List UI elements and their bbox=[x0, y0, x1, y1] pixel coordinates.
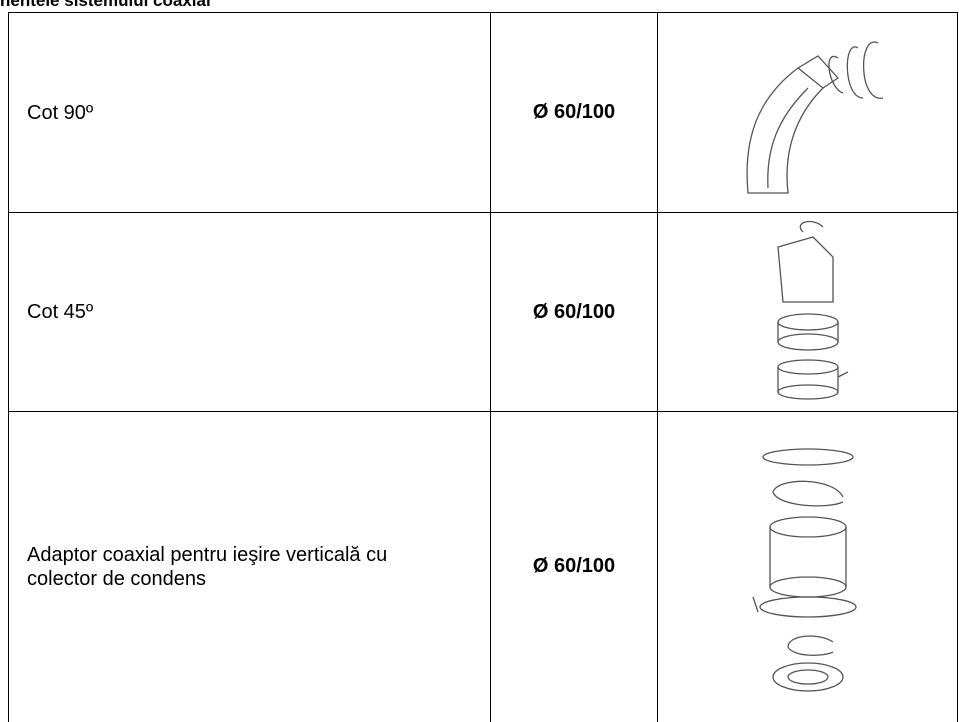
label: Cot 45º bbox=[27, 301, 94, 323]
image-cell bbox=[657, 12, 958, 213]
image-cell bbox=[657, 411, 958, 722]
adapter-drawing bbox=[751, 448, 857, 692]
label-cell: Cot 45º bbox=[8, 212, 491, 412]
label: Cot 90º bbox=[27, 101, 94, 124]
row: Cot 90º Ø 60/100 bbox=[8, 12, 958, 213]
label: Adaptor coaxial pentru ieşire verticală … bbox=[27, 543, 388, 590]
label-cell: Adaptor coaxial pentru ieşire verticală … bbox=[8, 411, 491, 722]
elbow-45-drawing bbox=[776, 220, 848, 400]
section-title: nentele sistemului coaxial bbox=[0, 0, 211, 10]
diameter: Ø 60/100 bbox=[490, 212, 658, 412]
row: Cot 45º Ø 60/100 bbox=[8, 212, 958, 412]
diameter: Ø 60/100 bbox=[490, 12, 658, 213]
diameter: Ø 60/100 bbox=[490, 411, 658, 722]
image-cell bbox=[657, 212, 958, 412]
components-table: Cot 90º Ø 60/100 Cot 45º Ø 60/100 bbox=[8, 12, 958, 722]
label-cell: Cot 90º bbox=[8, 12, 491, 213]
row: Adaptor coaxial pentru ieşire verticală … bbox=[8, 411, 958, 722]
elbow-90-drawing bbox=[745, 40, 883, 194]
